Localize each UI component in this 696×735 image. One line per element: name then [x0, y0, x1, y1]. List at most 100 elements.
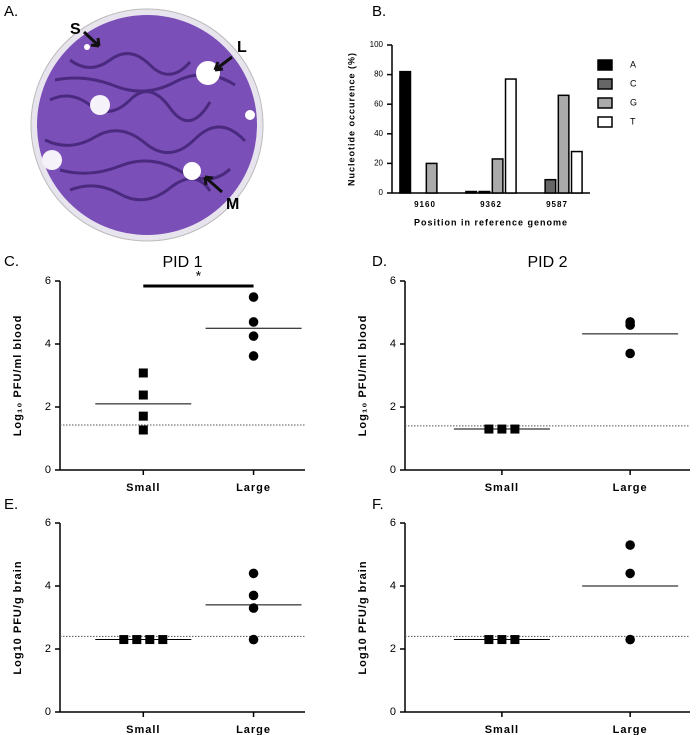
y-axis-label: Log₁₀ PFU/ml blood: [357, 315, 369, 437]
bar: [504, 78, 517, 194]
arrow: [203, 175, 223, 194]
plate: [37, 15, 257, 235]
point: [158, 635, 168, 645]
y-tick-label: 4: [390, 580, 396, 592]
point: [248, 331, 259, 341]
legend-label: A: [630, 59, 636, 69]
point: [248, 292, 259, 302]
point: [248, 568, 259, 579]
y-tick-label: 4: [45, 580, 51, 592]
point: [138, 368, 148, 378]
point: [138, 425, 148, 435]
x-tick-label: Small: [126, 482, 160, 494]
texture: [44, 52, 247, 202]
point: [510, 424, 520, 434]
y-tick-label: 80: [374, 70, 383, 79]
point: [248, 351, 259, 361]
plaque: [42, 150, 62, 170]
y-tick-label: 2: [390, 401, 396, 413]
point: [484, 424, 494, 434]
plaque: [183, 162, 201, 180]
x-tick-label: Small: [485, 724, 519, 735]
x-tick-label: 9587: [546, 200, 568, 209]
point: [510, 635, 520, 645]
legend-swatch: [597, 59, 613, 71]
bar: [491, 158, 504, 194]
point: [145, 635, 155, 645]
y-tick-label: 0: [390, 464, 396, 476]
y-tick-label: 6: [390, 517, 396, 529]
y-tick-label: 100: [370, 40, 384, 49]
x-tick-label: Large: [613, 724, 648, 735]
annotation: M: [226, 196, 240, 213]
y-tick-label: 0: [390, 706, 396, 718]
chart-title: PID 1: [162, 254, 202, 271]
x-tick-label: 9160: [414, 200, 436, 209]
legend-swatch: [597, 116, 613, 128]
panel-label: E.: [4, 496, 18, 513]
bar: [399, 70, 412, 194]
legend-label: G: [630, 97, 637, 107]
annotation: L: [237, 39, 248, 56]
bar: [465, 190, 478, 194]
bar: [544, 178, 557, 194]
y-tick-label: 0: [45, 464, 51, 476]
arrow: [213, 55, 233, 72]
bar: [557, 94, 570, 194]
bar: [478, 190, 491, 194]
y-axis-label: Log₁₀ PFU/ml blood: [12, 315, 24, 437]
bar: [570, 150, 583, 194]
y-tick-label: 0: [45, 706, 51, 718]
x-tick-label: Large: [613, 482, 648, 494]
point: [132, 635, 142, 645]
point: [497, 635, 507, 645]
panel-label: A.: [4, 3, 18, 20]
point: [625, 540, 635, 550]
plaque: [196, 61, 220, 85]
legend-label: C: [630, 78, 637, 88]
annotation: S: [70, 21, 82, 38]
y-tick-label: 40: [374, 129, 383, 138]
point: [625, 634, 635, 645]
point: [138, 390, 148, 400]
point: [248, 317, 259, 327]
point: [138, 411, 148, 421]
panel-label: F.: [372, 496, 384, 513]
chart-title: PID 2: [527, 254, 567, 271]
y-tick-label: 6: [45, 275, 51, 287]
x-tick-label: Large: [236, 724, 271, 735]
point: [484, 635, 494, 645]
panel-label: D.: [372, 253, 387, 270]
bar: [425, 162, 438, 194]
x-axis-label: Position in reference genome: [414, 217, 568, 227]
x-tick-label: Small: [485, 482, 519, 494]
x-tick-label: Large: [236, 482, 271, 494]
y-tick-label: 60: [374, 99, 383, 108]
y-tick-label: 0: [379, 188, 384, 197]
y-axis-label: Log10 PFU/g brain: [12, 560, 24, 674]
arrow: [82, 30, 101, 48]
y-tick-label: 2: [390, 643, 396, 655]
y-tick-label: 4: [45, 338, 51, 350]
legend-swatch: [597, 97, 613, 109]
y-tick-label: 6: [390, 275, 396, 287]
point: [248, 590, 259, 601]
significance-label: *: [196, 268, 202, 284]
y-tick-label: 2: [45, 643, 51, 655]
panel-label: B.: [372, 3, 386, 20]
legend-label: T: [630, 116, 636, 126]
legend-swatch: [597, 78, 613, 90]
plaque: [90, 95, 110, 115]
point: [248, 603, 259, 613]
point: [625, 348, 635, 359]
plaque: [84, 44, 90, 50]
y-axis-label: Log10 PFU/g brain: [357, 560, 369, 674]
panel-label: C.: [4, 253, 19, 270]
y-tick-label: 2: [45, 401, 51, 413]
point: [248, 634, 259, 645]
point: [625, 568, 635, 579]
point: [119, 635, 129, 645]
plate-image: S L M: [30, 8, 264, 242]
x-tick-label: 9362: [480, 200, 502, 209]
